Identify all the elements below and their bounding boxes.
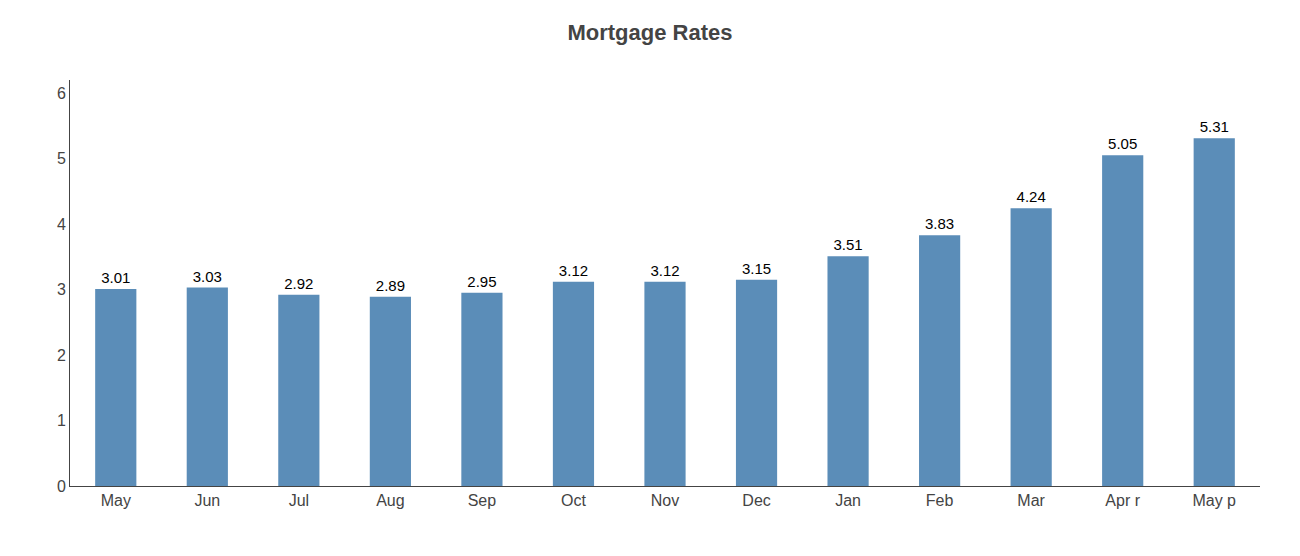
svg-text:3: 3 bbox=[57, 281, 66, 298]
svg-text:3.12: 3.12 bbox=[559, 262, 588, 279]
svg-text:1: 1 bbox=[57, 412, 66, 429]
svg-text:Apr r: Apr r bbox=[1105, 492, 1140, 509]
svg-text:2.89: 2.89 bbox=[376, 277, 405, 294]
svg-text:3.51: 3.51 bbox=[833, 236, 862, 253]
svg-text:Feb: Feb bbox=[926, 492, 954, 509]
svg-text:Oct: Oct bbox=[561, 492, 586, 509]
svg-text:2: 2 bbox=[57, 347, 66, 364]
svg-text:Sep: Sep bbox=[468, 492, 497, 509]
svg-text:5: 5 bbox=[57, 150, 66, 167]
svg-text:4: 4 bbox=[57, 216, 66, 233]
svg-text:2.95: 2.95 bbox=[467, 273, 496, 290]
svg-text:2.92: 2.92 bbox=[284, 275, 313, 292]
svg-text:3.12: 3.12 bbox=[650, 262, 679, 279]
svg-text:Jul: Jul bbox=[289, 492, 309, 509]
svg-text:Dec: Dec bbox=[742, 492, 770, 509]
svg-text:Nov: Nov bbox=[651, 492, 679, 509]
svg-text:3.83: 3.83 bbox=[925, 215, 954, 232]
svg-text:5.31: 5.31 bbox=[1200, 118, 1229, 135]
svg-text:Mortgage Rates: Mortgage Rates bbox=[567, 20, 732, 45]
svg-text:4.24: 4.24 bbox=[1017, 188, 1046, 205]
svg-text:6: 6 bbox=[57, 85, 66, 102]
svg-text:3.03: 3.03 bbox=[193, 268, 222, 285]
svg-text:Mar: Mar bbox=[1017, 492, 1045, 509]
svg-text:Jun: Jun bbox=[194, 492, 220, 509]
svg-text:5.05: 5.05 bbox=[1108, 135, 1137, 152]
svg-text:May p: May p bbox=[1192, 492, 1236, 509]
svg-text:May: May bbox=[101, 492, 131, 509]
svg-text:Jan: Jan bbox=[835, 492, 861, 509]
svg-text:0: 0 bbox=[57, 478, 66, 495]
svg-text:Aug: Aug bbox=[376, 492, 404, 509]
svg-text:3.15: 3.15 bbox=[742, 260, 771, 277]
svg-text:3.01: 3.01 bbox=[101, 269, 130, 286]
